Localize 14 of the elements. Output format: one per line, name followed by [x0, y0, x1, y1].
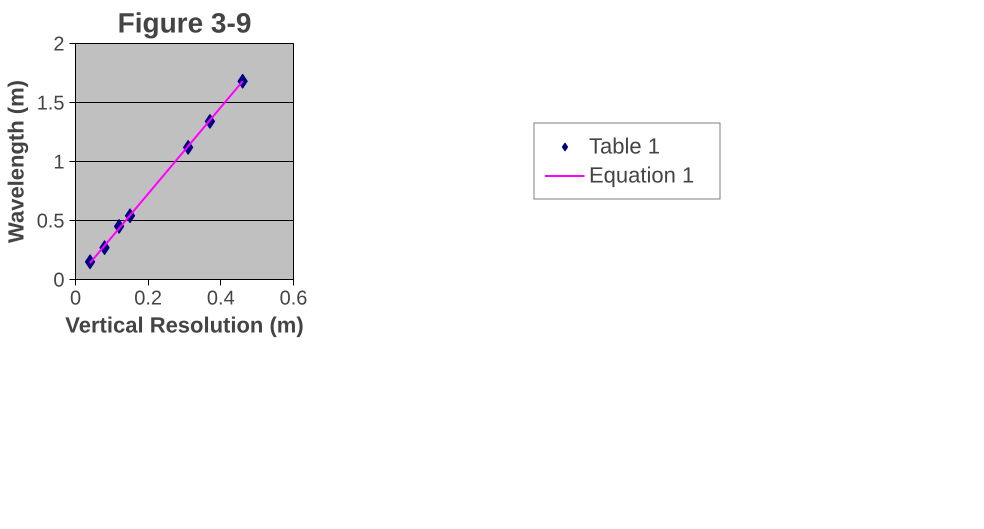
chart-title: Figure 3-9 [118, 8, 252, 38]
legend-label: Table 1 [589, 134, 661, 160]
x-tick-label: 0.2 [134, 288, 162, 310]
y-tick-label: 1.5 [36, 92, 65, 114]
legend-label: Equation 1 [589, 162, 696, 188]
y-axis-title: Wavelength (m) [4, 80, 29, 243]
x-tick-label: 0 [70, 288, 82, 310]
y-tick-label: 0 [53, 270, 64, 292]
y-tick-label: 1 [53, 152, 64, 174]
x-tick-label: 0.4 [206, 288, 235, 310]
x-axis-title: Vertical Resolution (m) [65, 312, 304, 338]
y-tick-label: 0.5 [36, 210, 65, 232]
y-tick-label: 2 [53, 34, 64, 56]
x-tick-label: 0.6 [280, 288, 308, 310]
